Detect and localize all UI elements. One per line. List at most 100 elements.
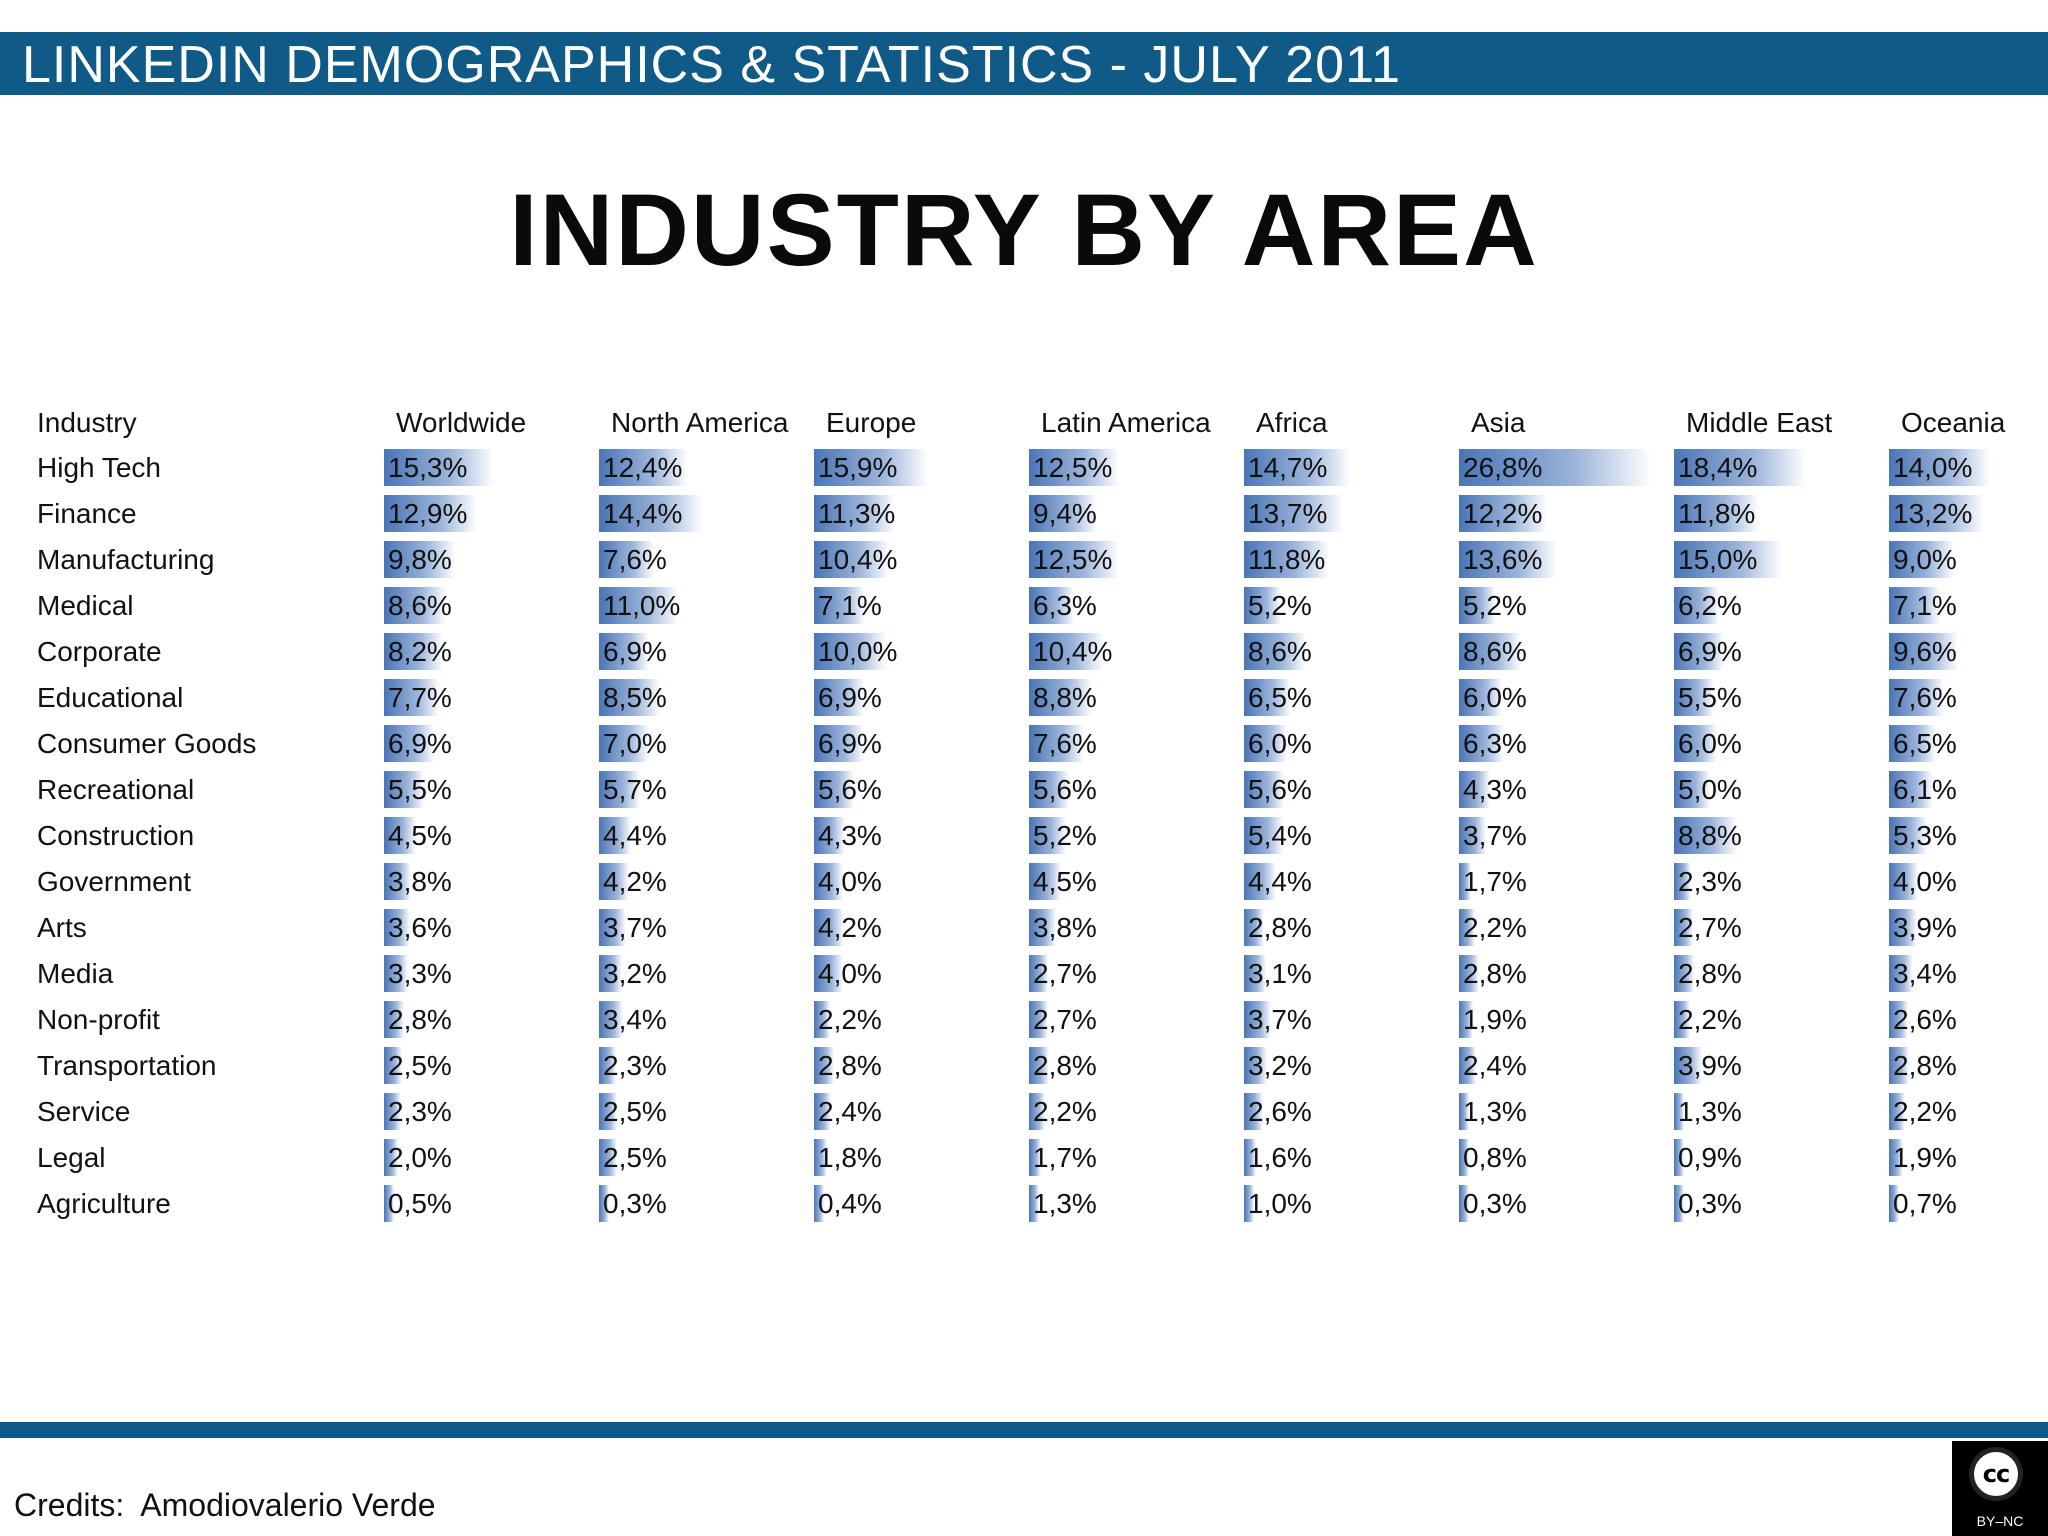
column-header: North America	[611, 407, 789, 438]
data-bar	[1674, 633, 1724, 670]
license-label: BY–NC	[1976, 1513, 2024, 1529]
data-label: 3,3%	[388, 958, 452, 989]
data-label: 8,8%	[1033, 682, 1097, 713]
data-label: 5,6%	[1248, 774, 1312, 805]
data-bar	[1459, 1139, 1469, 1176]
data-bar	[1674, 495, 1759, 532]
data-bar	[1029, 495, 1097, 532]
data-bar	[814, 771, 855, 808]
data-label: 2,3%	[1678, 866, 1742, 897]
row-label: Construction	[37, 820, 195, 851]
data-label: 2,2%	[1463, 912, 1527, 943]
data-label: 9,0%	[1893, 544, 1957, 575]
data-label: 4,4%	[603, 820, 667, 851]
header-bar	[0, 32, 2048, 95]
data-bar	[1889, 679, 1944, 716]
data-bar	[1889, 863, 1918, 900]
data-bar	[384, 587, 446, 624]
data-label: 6,0%	[1678, 728, 1742, 759]
data-label: 12,5%	[1033, 452, 1113, 483]
data-label: 2,8%	[1893, 1050, 1957, 1081]
data-bar	[1244, 679, 1291, 716]
data-label: 3,6%	[388, 912, 452, 943]
row-label: Service	[37, 1096, 131, 1127]
data-bar	[814, 587, 866, 624]
data-label: 8,6%	[1463, 636, 1527, 667]
license-badge[interactable]: cc BY–NC	[1952, 1441, 2048, 1536]
data-bar	[384, 679, 440, 716]
row-label: Educational	[37, 682, 184, 713]
data-bar	[1674, 1139, 1684, 1176]
data-label: 11,3%	[818, 498, 896, 529]
data-bar	[384, 725, 434, 762]
data-bar	[1459, 1093, 1469, 1130]
data-bar	[1674, 541, 1782, 578]
data-label: 2,8%	[388, 1004, 452, 1035]
data-label: 2,6%	[1248, 1096, 1312, 1127]
data-label: 15,3%	[388, 452, 468, 483]
data-bar	[1889, 541, 1954, 578]
data-label: 0,7%	[1893, 1188, 1957, 1219]
data-label: 6,3%	[1033, 590, 1097, 621]
data-label: 2,8%	[1033, 1050, 1097, 1081]
data-label: 9,4%	[1033, 498, 1097, 529]
data-label: 6,0%	[1248, 728, 1312, 759]
data-label: 10,4%	[1033, 636, 1113, 667]
data-bar	[1459, 633, 1521, 670]
data-label: 2,2%	[1678, 1004, 1742, 1035]
data-bar	[1029, 587, 1075, 624]
data-label: 4,3%	[818, 820, 882, 851]
data-label: 5,5%	[388, 774, 452, 805]
data-label: 3,8%	[1033, 912, 1097, 943]
data-label: 2,4%	[818, 1096, 882, 1127]
data-label: 6,9%	[388, 728, 452, 759]
data-bar	[1459, 679, 1503, 716]
column-header: Latin America	[1041, 407, 1211, 438]
data-label: 3,7%	[1463, 820, 1527, 851]
data-label: 12,4%	[603, 452, 683, 483]
data-label: 2,8%	[818, 1050, 882, 1081]
data-label: 12,5%	[1033, 544, 1113, 575]
data-bar	[1244, 863, 1276, 900]
data-label: 8,6%	[1248, 636, 1312, 667]
data-bar	[1244, 495, 1343, 532]
data-bar	[384, 817, 417, 854]
data-label: 14,0%	[1893, 452, 1973, 483]
data-label: 6,1%	[1893, 774, 1957, 805]
data-bar	[1674, 817, 1738, 854]
data-bar	[1889, 633, 1959, 670]
row-label: Manufacturing	[37, 544, 215, 575]
data-bar	[384, 1047, 402, 1084]
data-label: 9,6%	[1893, 636, 1957, 667]
data-label: 7,6%	[1893, 682, 1957, 713]
data-bar	[1244, 449, 1350, 486]
data-label: 12,2%	[1463, 498, 1543, 529]
data-bar	[599, 495, 703, 532]
row-label: Transportation	[37, 1050, 217, 1081]
data-label: 9,8%	[388, 544, 452, 575]
data-bar	[599, 541, 654, 578]
data-bar	[814, 1001, 830, 1038]
data-bar	[384, 541, 455, 578]
data-label: 10,4%	[818, 544, 898, 575]
data-label: 2,2%	[818, 1004, 882, 1035]
data-label: 7,6%	[1033, 728, 1097, 759]
data-bar	[1244, 817, 1283, 854]
data-label: 4,3%	[1463, 774, 1527, 805]
data-label: 11,8%	[1678, 498, 1756, 529]
data-bar	[1459, 863, 1472, 900]
data-bar	[1459, 725, 1505, 762]
data-bar	[814, 541, 889, 578]
data-label: 2,7%	[1033, 1004, 1097, 1035]
data-bar	[1674, 863, 1691, 900]
data-label: 3,4%	[603, 1004, 667, 1035]
data-bar	[1244, 1047, 1268, 1084]
data-label: 7,7%	[388, 682, 452, 713]
data-label: 6,3%	[1463, 728, 1527, 759]
data-label: 6,2%	[1678, 590, 1742, 621]
data-label: 14,7%	[1248, 452, 1328, 483]
data-label: 2,7%	[1678, 912, 1742, 943]
cc-icon: cc	[1969, 1447, 2023, 1501]
row-label: Government	[37, 866, 192, 897]
data-label: 18,4%	[1678, 452, 1758, 483]
